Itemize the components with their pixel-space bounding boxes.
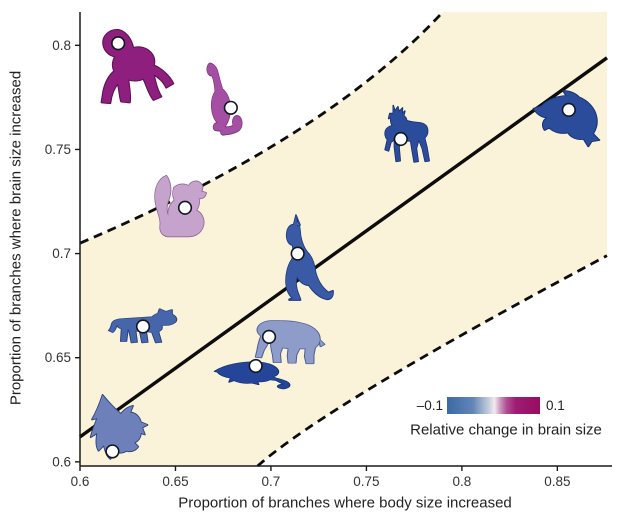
data-dot-deer bbox=[393, 131, 408, 147]
y-tick-label: 0.8 bbox=[52, 38, 71, 53]
axes: 0.6 0.65 0.7 0.75 0.8 0.85 0.6 0.65 0.7 0.75 0.8 bbox=[45, 12, 612, 489]
regression-lines bbox=[79, 11, 608, 468]
y-tick-label: 0.6 bbox=[52, 454, 71, 469]
y-axis-title: Proportion of branches where brain size … bbox=[7, 70, 25, 406]
data-dot-kangaroo bbox=[290, 246, 305, 261]
x-tick-label: 0.8 bbox=[452, 474, 471, 489]
data-dot-elephant-shrew bbox=[248, 358, 263, 374]
mongoose-icon bbox=[207, 63, 242, 135]
confidence-band bbox=[80, 12, 607, 466]
colorbar-caption: Relative change in brain size bbox=[410, 421, 602, 439]
x-axis-title: Proportion of branches where body size i… bbox=[178, 494, 512, 512]
data-dot-mongoose bbox=[223, 100, 238, 115]
data-dot-bat bbox=[105, 444, 120, 459]
x-tick-label: 0.6 bbox=[71, 474, 90, 489]
data-dot-primate bbox=[111, 36, 126, 51]
y-tick-label: 0.7 bbox=[52, 246, 71, 261]
colorbar-gradient bbox=[447, 397, 540, 414]
y-tick-label: 0.65 bbox=[45, 350, 71, 365]
point-mongoose bbox=[206, 62, 243, 136]
colorbar-min-label: –0.1 bbox=[416, 398, 443, 413]
data-dot-squirrel bbox=[177, 200, 193, 215]
colorbar-max-label: 0.1 bbox=[546, 398, 565, 413]
x-tick-label: 0.85 bbox=[544, 474, 570, 489]
upper-dashed-line bbox=[79, 11, 444, 245]
data-dot-dolphin bbox=[561, 102, 576, 117]
x-tick-label: 0.7 bbox=[262, 474, 281, 489]
data-points bbox=[89, 28, 601, 460]
regression-line bbox=[79, 56, 608, 439]
confidence-band-fill bbox=[80, 12, 607, 466]
data-dot-cat bbox=[135, 319, 151, 334]
data-dot-elephant bbox=[261, 329, 277, 344]
x-tick-label: 0.75 bbox=[353, 474, 379, 489]
y-tick-label: 0.75 bbox=[45, 142, 71, 157]
x-tick-label: 0.65 bbox=[162, 474, 188, 489]
